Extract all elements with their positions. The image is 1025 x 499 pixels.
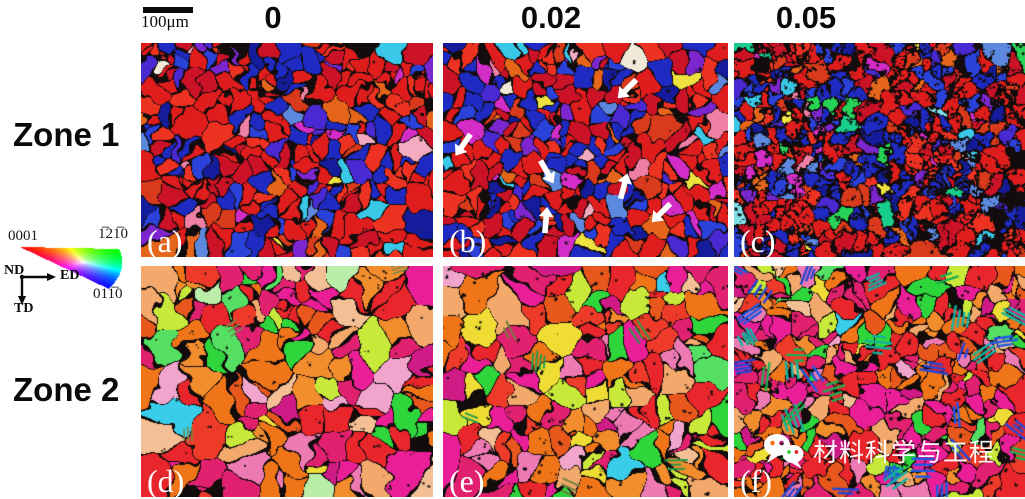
ipf-triangle-canvas: [16, 239, 128, 295]
ebsd-map-canvas-e: [443, 266, 728, 497]
column-header-strain-0: 0: [264, 0, 282, 35]
panel-label-d: (d): [147, 462, 185, 499]
sample-axes-icon: [18, 273, 56, 305]
micrograph-panel-d: (d): [141, 266, 433, 499]
ebsd-map-canvas-d: [141, 266, 433, 497]
wechat-icon: [762, 432, 806, 470]
panel-label-c: (c): [740, 222, 776, 259]
column-header-strain-0-02: 0.02: [520, 0, 582, 35]
deformation-arrow-icon: [538, 206, 554, 234]
axis-label-ed: ED: [60, 268, 80, 283]
micrograph-panel-a: (a): [141, 43, 433, 259]
micrograph-panel-b: (b): [443, 43, 728, 259]
deformation-arrow-icon: [538, 159, 556, 184]
axis-label-nd: ND: [4, 263, 25, 278]
panel-label-a: (a): [147, 222, 183, 259]
panel-label-e: (e): [449, 462, 485, 499]
watermark-text: 材料科学与工程: [813, 439, 996, 467]
deformation-arrow-icon: [454, 132, 473, 156]
zone-1-label: Zone 1: [13, 116, 120, 153]
scale-bar-label: 100μm: [141, 12, 189, 31]
ipf-corner-label-1210: 1̅21̅0: [98, 226, 128, 242]
ebsd-map-canvas-c: [734, 43, 1025, 257]
micrograph-panel-e: (e): [443, 266, 728, 499]
scale-bar-line: [143, 7, 193, 13]
column-header-strain-0-05: 0.05: [775, 0, 837, 35]
ebsd-map-canvas-b: [443, 43, 728, 257]
ebsd-map-canvas-a: [141, 43, 433, 257]
deformation-arrow-icon: [651, 201, 673, 223]
zone-2-label: Zone 2: [13, 371, 120, 408]
micrograph-panel-f: (f): [734, 266, 1025, 499]
deformation-arrow-icon: [617, 173, 633, 200]
watermark: 材料科学与工程: [762, 432, 995, 470]
deformation-arrow-icon: [617, 77, 639, 99]
micrograph-panel-c: (c): [734, 43, 1025, 259]
panel-label-b: (b): [449, 222, 487, 259]
axis-label-td: TD: [14, 301, 34, 316]
